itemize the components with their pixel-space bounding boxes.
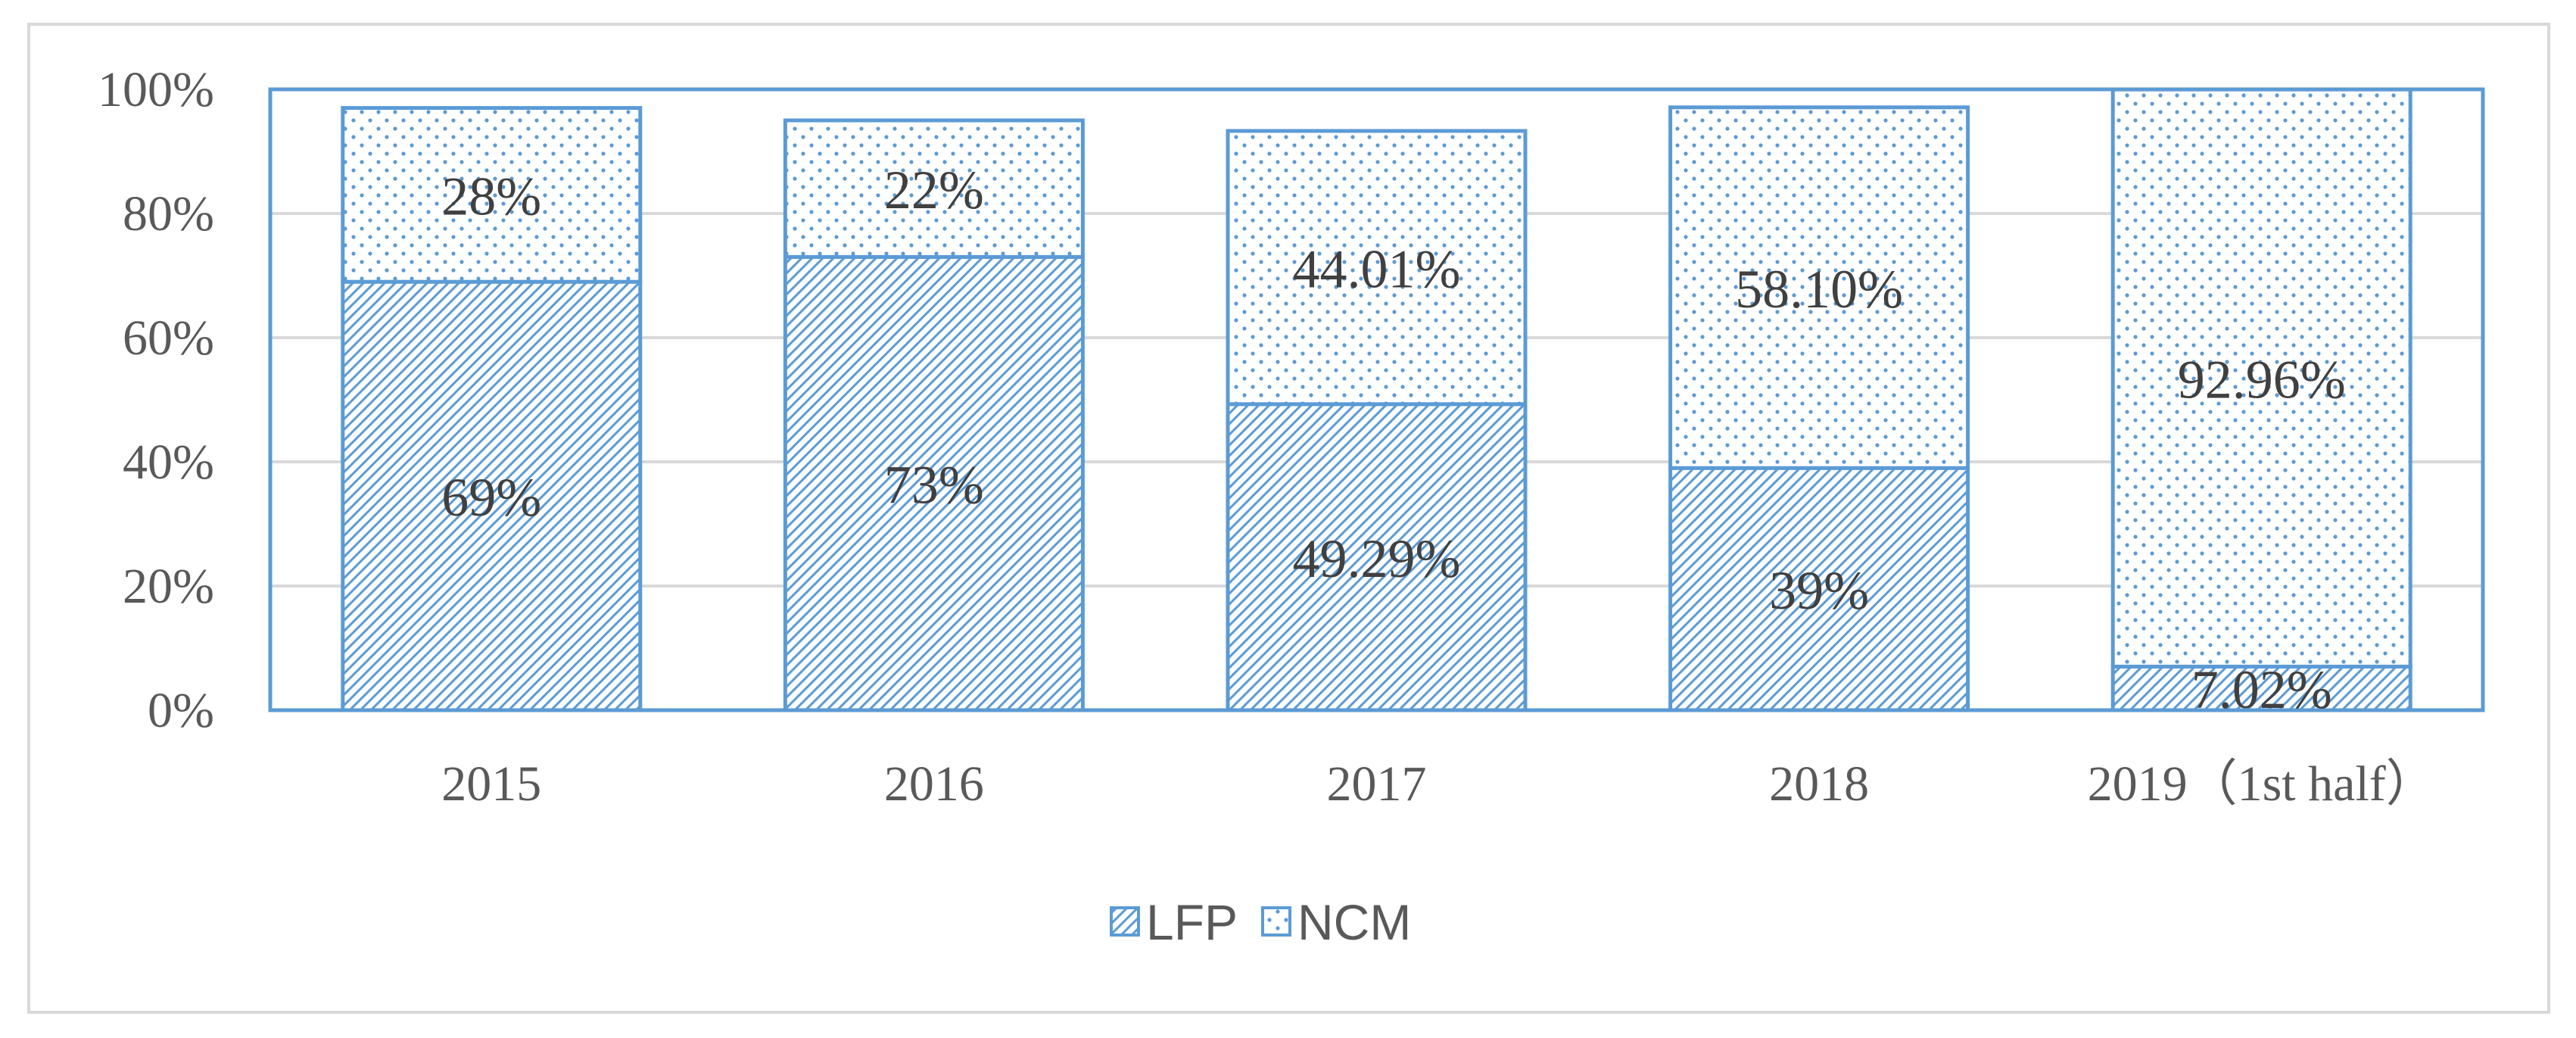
data-label-lfp: 69% [441,467,541,528]
data-label-ncm: 44.01% [1293,238,1461,299]
y-axis-ticks: 0% 20% 40% 60% 80% 100% [98,62,214,738]
data-label-lfp: 39% [1769,560,1869,621]
data-label-ncm: 58.10% [1735,259,1903,320]
data-label-ncm: 92.96% [2178,349,2346,410]
x-tick-label: 2016 [884,756,984,812]
y-tick-label: 40% [123,435,214,490]
x-tick-label: 2018 [1769,756,1869,812]
y-tick-label: 100% [98,62,214,117]
legend-label-lfp: LFP [1146,894,1238,950]
x-axis-ticks: 2015 2016 2017 2018 2019（1st half） [441,756,2435,812]
y-tick-label: 0% [148,683,214,738]
legend-label-ncm: NCM [1297,894,1411,950]
x-tick-label: 2017 [1327,756,1427,812]
bars [268,87,2485,712]
bar-ncm-4 [2110,87,2412,669]
legend-swatch-ncm [1261,906,1291,937]
bar-lfp-2 [1226,402,1528,712]
bar-ncm-1 [783,118,1085,259]
bar-ncm-3 [1668,105,1970,470]
bar-lfp-3 [1668,466,1970,712]
x-tick-label: 2019（1st half） [2088,756,2436,812]
legend-swatch-lfp [1110,906,1140,937]
data-label-lfp: 49.29% [1293,528,1461,589]
bar-lfp-0 [341,279,643,712]
y-tick-label: 20% [123,559,214,614]
plot-area-border [268,87,2485,712]
data-label-lfp: 73% [884,455,984,516]
y-tick-label: 80% [123,186,214,242]
legend: LFP NCM [1110,894,1411,950]
data-labels: 69% 28% 73% 22% 49.29% 44.01% 39% 58.10% 7.02% 92… [441,160,2345,720]
bar-lfp-4 [2110,664,2412,712]
x-tick-label: 2015 [441,756,541,812]
bar-ncm-0 [341,106,643,284]
y-tick-label: 60% [123,310,214,366]
data-label-ncm: 28% [441,166,541,226]
data-label-lfp: 7.02% [2191,659,2332,720]
data-label-ncm: 22% [884,160,984,220]
bar-ncm-2 [1226,129,1528,407]
